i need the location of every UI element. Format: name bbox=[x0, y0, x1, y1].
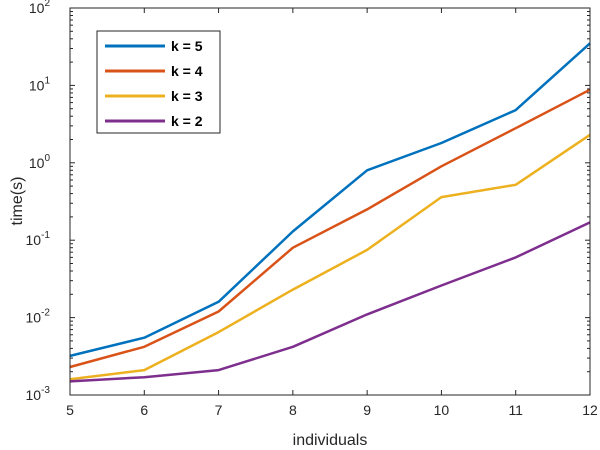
legend: k = 5 k = 4 k = 3 k = 2 bbox=[96, 30, 221, 134]
x-tick-label: 11 bbox=[508, 402, 523, 418]
legend-label-2: k = 4 bbox=[171, 63, 203, 79]
y-tick-base: 10 bbox=[26, 310, 42, 326]
x-tick-label: 9 bbox=[363, 402, 371, 418]
y-tick-label: 100 bbox=[29, 153, 51, 171]
legend-label-3: k = 3 bbox=[171, 88, 203, 104]
y-tick-label: 10-3 bbox=[26, 385, 51, 403]
series-line-1 bbox=[69, 42, 591, 358]
x-axis-title: individuals bbox=[293, 432, 368, 449]
y-tick-label: 10-2 bbox=[26, 308, 51, 326]
y-tick-base: 10 bbox=[29, 155, 45, 171]
y-tick-base: 10 bbox=[26, 232, 42, 248]
y-tick-label: 101 bbox=[29, 75, 51, 93]
legend-label-4: k = 2 bbox=[171, 113, 203, 129]
x-tick-label: 7 bbox=[215, 402, 223, 418]
y-tick-exponent: 0 bbox=[44, 153, 50, 164]
y-tick-base: 10 bbox=[26, 387, 42, 403]
x-tick-label: 12 bbox=[582, 402, 598, 418]
y-tick-exponent: 1 bbox=[44, 75, 50, 86]
y-tick-exponent: -2 bbox=[41, 308, 50, 319]
legend-label-1: k = 5 bbox=[171, 38, 203, 54]
y-tick-exponent: -1 bbox=[41, 230, 50, 241]
y-tick-label: 10-1 bbox=[26, 230, 51, 248]
y-tick-exponent: 2 bbox=[44, 0, 50, 9]
y-tick-exponent: -3 bbox=[41, 385, 50, 396]
y-tick-base: 10 bbox=[29, 0, 45, 16]
y-tick-base: 10 bbox=[29, 77, 45, 93]
y-axis-title: time(s) bbox=[9, 177, 26, 226]
series-line-2 bbox=[69, 88, 591, 369]
x-tick-label: 8 bbox=[289, 402, 297, 418]
series-layer bbox=[69, 42, 591, 383]
series-line-4 bbox=[69, 221, 591, 383]
legend-box bbox=[96, 30, 221, 134]
x-tick-label: 5 bbox=[66, 402, 74, 418]
x-tick-label: 10 bbox=[434, 402, 450, 418]
axes-box bbox=[69, 7, 591, 396]
series-line-3 bbox=[69, 133, 591, 381]
x-tick-label: 6 bbox=[140, 402, 148, 418]
y-tick-label: 102 bbox=[29, 0, 51, 16]
